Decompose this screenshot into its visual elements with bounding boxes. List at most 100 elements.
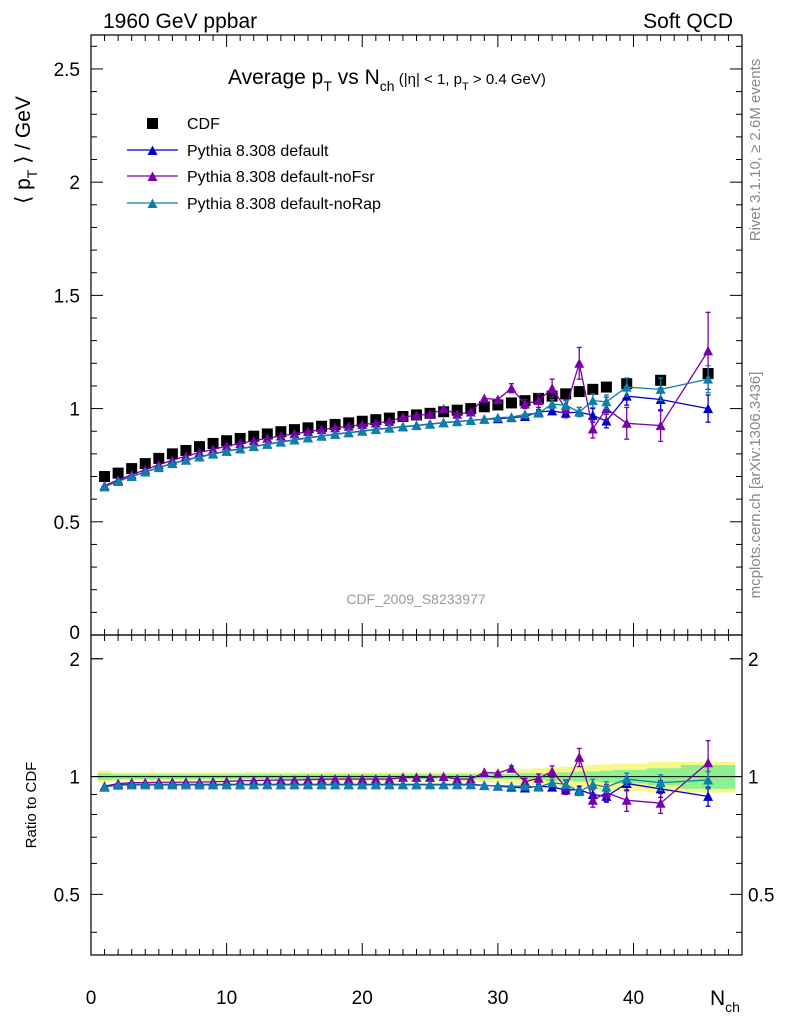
ratio-nofsr-point <box>574 752 585 762</box>
axis-ticks: 0 10 20 30 40 0.5 1 1.5 2 2.5 0 0.5 0.5 1 1 2 2 <box>54 35 774 1009</box>
pythia-nofsr-point <box>438 404 449 414</box>
ratio-norap-point <box>397 779 408 790</box>
legend-label-default: Pythia 8.308 default <box>187 143 329 160</box>
pythia-norap-point <box>370 424 381 435</box>
upper-series-layer <box>99 311 714 492</box>
pythia-norap-point <box>465 415 476 425</box>
pythia-norap-point <box>194 452 205 462</box>
pythia-norap-point <box>140 466 151 477</box>
ratio-nofsr-point <box>438 771 449 782</box>
pythia-nofsr-point <box>425 409 436 419</box>
pythia-norap-point <box>208 449 219 459</box>
x-tick-label: 40 <box>623 988 644 1009</box>
ratio-nofsr-point <box>506 763 517 773</box>
pythia-default-series <box>99 386 714 492</box>
pythia-nofsr-point <box>289 428 300 439</box>
legend-marker-cdf <box>147 118 158 129</box>
lower-series-layer <box>99 740 714 815</box>
pythia-norap-point <box>703 374 714 384</box>
ratio-nofsr-point <box>357 774 368 784</box>
pythia-norap-point <box>316 431 327 441</box>
pythia-norap-point <box>452 416 463 427</box>
ratio-norap-point <box>153 779 164 790</box>
y-tick-label: 2 <box>69 173 80 194</box>
cdf-series <box>99 367 714 483</box>
ratio-norap-point <box>465 779 476 790</box>
ratio-norap-point <box>384 779 395 790</box>
ratio-norap-point <box>180 779 191 790</box>
header-category: Soft QCD <box>643 10 733 33</box>
y-tick-label: 1.5 <box>54 286 80 307</box>
cdf-point <box>600 381 612 393</box>
pythia-nofsr-point <box>208 444 219 454</box>
ratio-norap-point <box>208 779 219 790</box>
ratio-norap-point <box>330 779 341 790</box>
pythia-nofsr-point <box>574 358 585 368</box>
cdf-point <box>505 397 517 409</box>
ratio-nofsr-point <box>465 774 476 784</box>
pythia-norap-point <box>221 446 232 456</box>
ratio-norap-point <box>235 779 246 790</box>
pythia-norap-point <box>153 462 164 473</box>
ratio-nofsr-point <box>533 773 544 783</box>
pythia-norap-point <box>479 414 490 424</box>
ratio-norap-point <box>587 779 598 789</box>
pythia-norap-point <box>438 417 449 428</box>
ratio-norap-point <box>221 779 232 790</box>
ratio-nofsr-point <box>425 772 436 782</box>
ratio-nofsr-point <box>655 798 666 808</box>
pythia-nofsr-point <box>235 438 246 448</box>
ratio-nofsr-point <box>492 768 503 778</box>
pythia-nofsr-point <box>262 433 273 443</box>
cdf-point <box>194 441 205 453</box>
pythia-norap-point <box>248 441 259 452</box>
ratio-norap-point <box>533 782 544 792</box>
lower-y-axis-label: Ratio to CDF <box>23 762 40 849</box>
pythia-norap-point <box>289 435 300 445</box>
pythia-norap-point <box>587 395 598 406</box>
legend-label-nofsr: Pythia 8.308 default-noFsr <box>187 169 375 186</box>
ratio-nofsr-point <box>703 757 714 768</box>
pythia-nofsr-point <box>479 393 490 403</box>
ratio-norap-point <box>547 777 558 788</box>
cdf-point <box>99 471 111 483</box>
pythia-default-point <box>601 416 612 426</box>
legend-marker-nofsr <box>147 171 158 181</box>
pythia-norap-point <box>167 458 178 469</box>
pythia-nofsr-point <box>520 399 530 409</box>
pythia-nofsr-point <box>465 406 476 417</box>
pythia-norap-point <box>560 400 571 410</box>
pythia-nofsr-point <box>370 418 381 428</box>
pythia-norap-point <box>397 421 408 432</box>
y-tick-label: 1 <box>69 400 80 421</box>
ratio-nofsr-point <box>316 774 327 784</box>
ratio-norap-point <box>316 779 327 790</box>
pythia-norap-point <box>275 437 286 447</box>
pythia-nofsr-point <box>303 426 313 437</box>
ratio-norap-point <box>370 779 381 790</box>
cdf-point <box>126 463 138 475</box>
pythia-norap-point <box>343 427 354 438</box>
x-tick-label: 0 <box>86 988 97 1009</box>
cdf-point <box>180 444 192 456</box>
pythia-norap-point <box>113 476 124 486</box>
pythia-nofsr-point <box>316 424 327 435</box>
ratio-norap-point <box>167 779 178 790</box>
ratio-nofsr-point <box>384 774 395 784</box>
ratio-y-tick-label: 1 <box>69 768 80 789</box>
ratio-norap-point <box>425 779 436 790</box>
ratio-nofsr-point <box>479 767 490 777</box>
ratio-y-tick-label: 2 <box>69 650 80 671</box>
pythia-norap-point <box>574 406 585 417</box>
ratio-norap-point <box>126 779 137 790</box>
pythia-norap-point <box>601 396 612 407</box>
cdf-point <box>573 386 585 398</box>
pythia-nofsr-point <box>587 423 598 434</box>
ratio-norap-point <box>479 780 490 791</box>
ratio-norap-point <box>343 779 354 790</box>
pythia-norap-point <box>357 426 368 436</box>
pythia-default-point <box>547 405 558 416</box>
pythia-norap-point <box>547 399 558 409</box>
lower-panel-frame <box>90 634 743 956</box>
